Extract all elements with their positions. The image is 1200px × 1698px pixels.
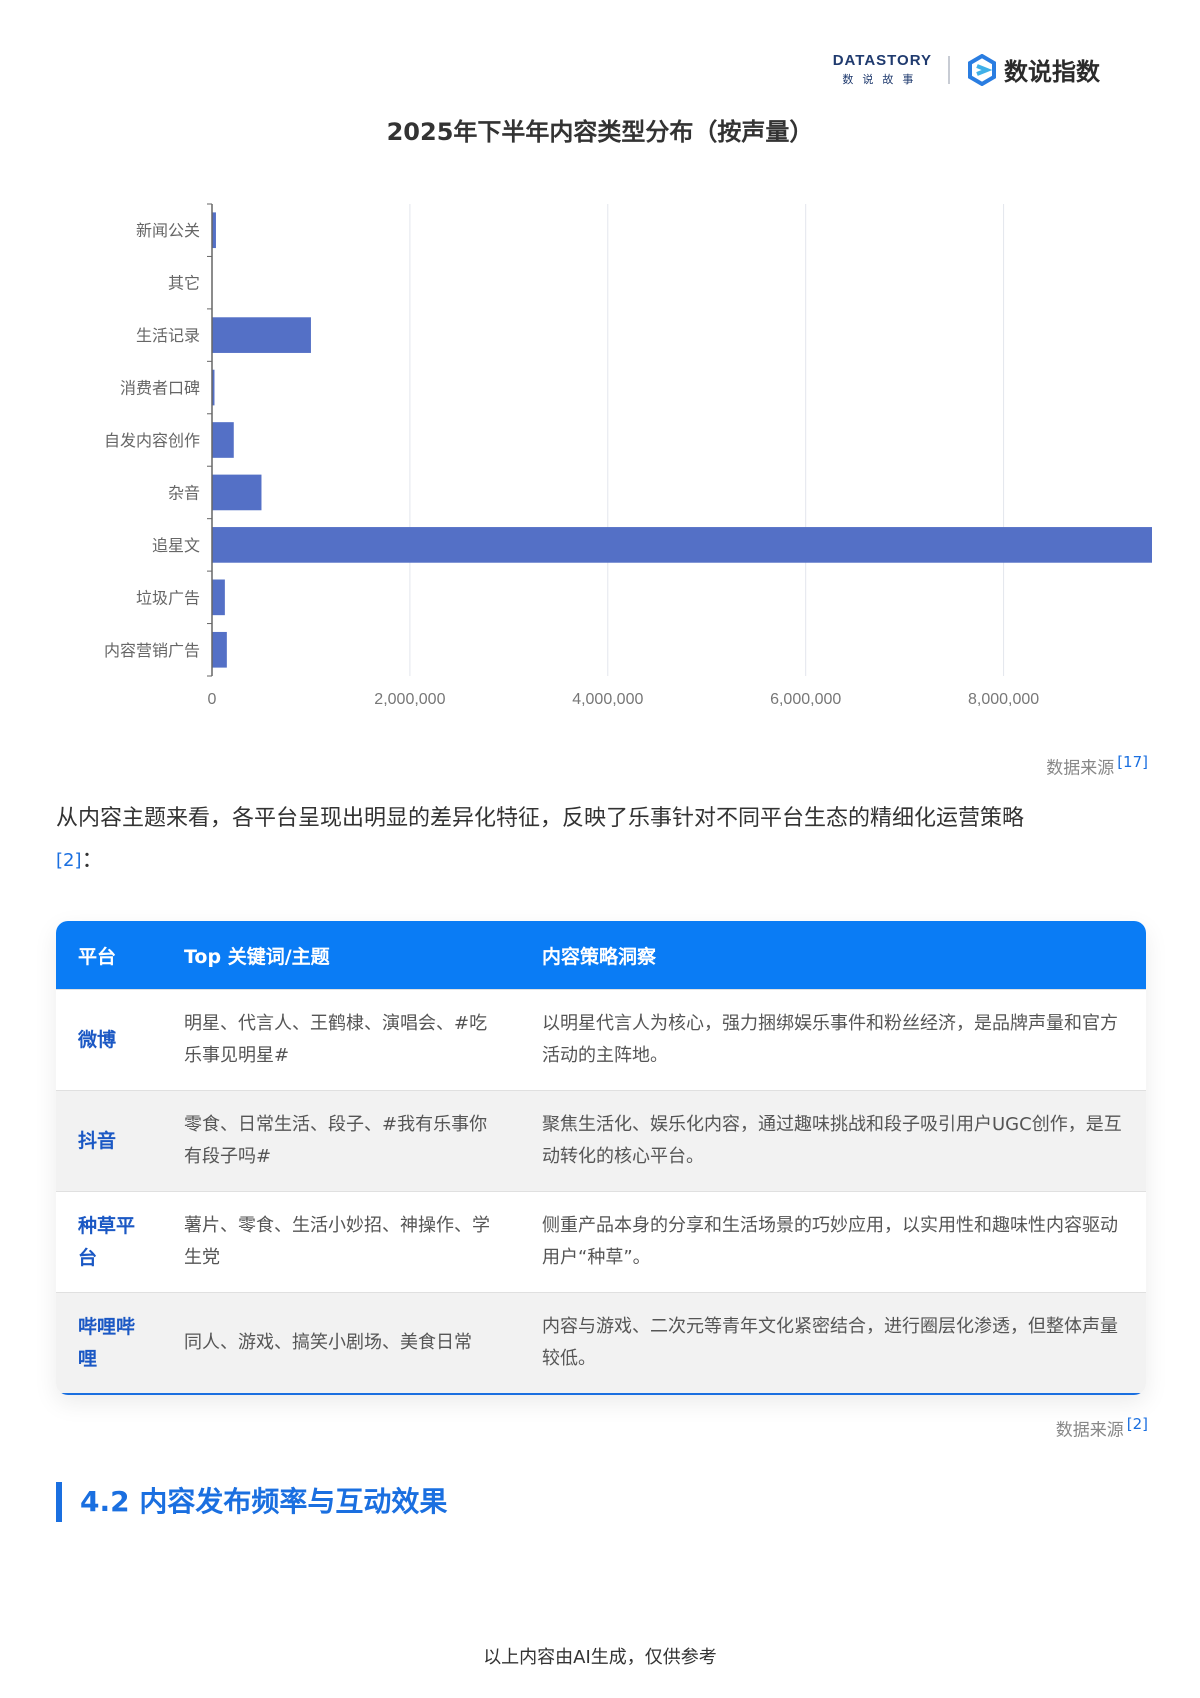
table-source-label: 数据来源 [1055, 1420, 1124, 1441]
x-tick-label: 2,000,000 [374, 691, 445, 708]
logo-divider [948, 55, 950, 84]
keywords-cell: 明星、代言人、王鹤棣、演唱会、#吃乐事见明星# [162, 989, 520, 1091]
insight-cell: 以明星代言人为核心，强力捆绑娱乐事件和粉丝经济，是品牌声量和官方活动的主阵地。 [520, 989, 1146, 1091]
table-row: 种草平台 薯片、零食、生活小妙招、神操作、学生党 侧重产品本身的分享和生活场景的… [56, 1191, 1146, 1293]
platform-cell: 哔哩哔哩 [56, 1292, 162, 1395]
table-row: 抖音 零食、日常生活、段子、#我有乐事你有段子吗# 聚焦生活化、娱乐化内容，通过… [56, 1090, 1146, 1192]
header-platform: 平台 [56, 921, 162, 990]
x-tick-label: 4,000,000 [572, 691, 643, 708]
insight-cell: 内容与游戏、二次元等青年文化紧密结合，进行圈层化渗透，但整体声量较低。 [520, 1292, 1146, 1395]
chart-source: 数据来源 [17] [1046, 753, 1148, 779]
platform-table: 平台 Top 关键词/主题 内容策略洞察 微博 明星、代言人、王鹤棣、演唱会、#… [56, 921, 1146, 1395]
platform-cell: 微博 [56, 989, 162, 1091]
category-label: 其它 [168, 274, 200, 293]
table-row: 微博 明星、代言人、王鹤棣、演唱会、#吃乐事见明星# 以明星代言人为核心，强力捆… [56, 989, 1146, 1091]
bar [212, 317, 311, 353]
table-header-row: 平台 Top 关键词/主题 内容策略洞察 [56, 921, 1146, 990]
category-label: 生活记录 [136, 326, 200, 345]
ai-disclaimer: 以上内容由AI生成，仅供参考 [483, 1647, 717, 1668]
keywords-cell: 零食、日常生活、段子、#我有乐事你有段子吗# [162, 1090, 520, 1192]
datastory-logo: DATASTORY 数说故事 [833, 52, 932, 87]
insight-cell: 侧重产品本身的分享和生活场景的巧妙应用，以实用性和趣味性内容驱动用户“种草”。 [520, 1191, 1146, 1293]
platform-cell: 种草平台 [56, 1191, 162, 1293]
bar [212, 474, 262, 511]
bar [212, 212, 216, 249]
keywords-cell: 薯片、零食、生活小妙招、神操作、学生党 [162, 1191, 520, 1293]
chart-source-ref[interactable]: [17] [1117, 753, 1148, 771]
bar [212, 579, 225, 616]
category-label: 自发内容创作 [104, 431, 200, 450]
bar [212, 527, 1152, 563]
datastory-logo-subtext: 数说故事 [842, 73, 923, 86]
x-tick-label: 0 [208, 691, 217, 708]
keywords-cell: 同人、游戏、搞笑小剧场、美食日常 [162, 1292, 520, 1395]
section-heading: 4.2 内容发布频率与互动效果 [56, 1482, 447, 1522]
header-logos: DATASTORY 数说故事 数说指数 [833, 52, 1100, 87]
shuozhi-logo-icon [968, 53, 996, 86]
intro-text: 从内容主题来看，各平台呈现出明显的差异化特征，反映了乐事针对不同平台生态的精细化… [56, 806, 1025, 831]
x-tick-label: 6,000,000 [770, 691, 841, 708]
chart-title: 2025年下半年内容类型分布（按声量） [386, 118, 814, 146]
table-source-ref[interactable]: [2] [1126, 1415, 1148, 1433]
table-row: 哔哩哔哩 同人、游戏、搞笑小剧场、美食日常 内容与游戏、二次元等青年文化紧密结合… [56, 1292, 1146, 1395]
category-label: 消费者口碑 [120, 379, 200, 398]
chart-source-label: 数据来源 [1046, 758, 1115, 779]
table-source: 数据来源 [2] [1056, 1415, 1148, 1441]
bar [212, 422, 234, 458]
header-insight: 内容策略洞察 [520, 921, 1146, 990]
category-label: 追星文 [152, 536, 200, 555]
platform-cell: 抖音 [56, 1090, 162, 1192]
category-label: 内容营销广告 [104, 641, 200, 660]
intro-tail: ： [81, 848, 104, 873]
shuozhi-logo: 数说指数 [966, 52, 1100, 87]
header-keywords: Top 关键词/主题 [162, 921, 520, 990]
bar [212, 369, 215, 406]
datastory-logo-text: DATASTORY [832, 52, 932, 69]
insight-cell: 聚焦生活化、娱乐化内容，通过趣味挑战和段子吸引用户UGC创作，是互动转化的核心平… [520, 1090, 1146, 1192]
category-label: 垃圾广告 [136, 588, 200, 607]
x-tick-label: 8,000,000 [968, 691, 1039, 708]
bar [212, 631, 227, 668]
category-label: 杂音 [168, 483, 200, 502]
intro-ref[interactable]: [2] [56, 850, 82, 871]
intro-paragraph: 从内容主题来看，各平台呈现出明显的差异化特征，反映了乐事针对不同平台生态的精细化… [56, 798, 1146, 882]
shuozhi-logo-text: 数说指数 [1004, 58, 1100, 86]
category-label: 新闻公关 [136, 221, 200, 240]
